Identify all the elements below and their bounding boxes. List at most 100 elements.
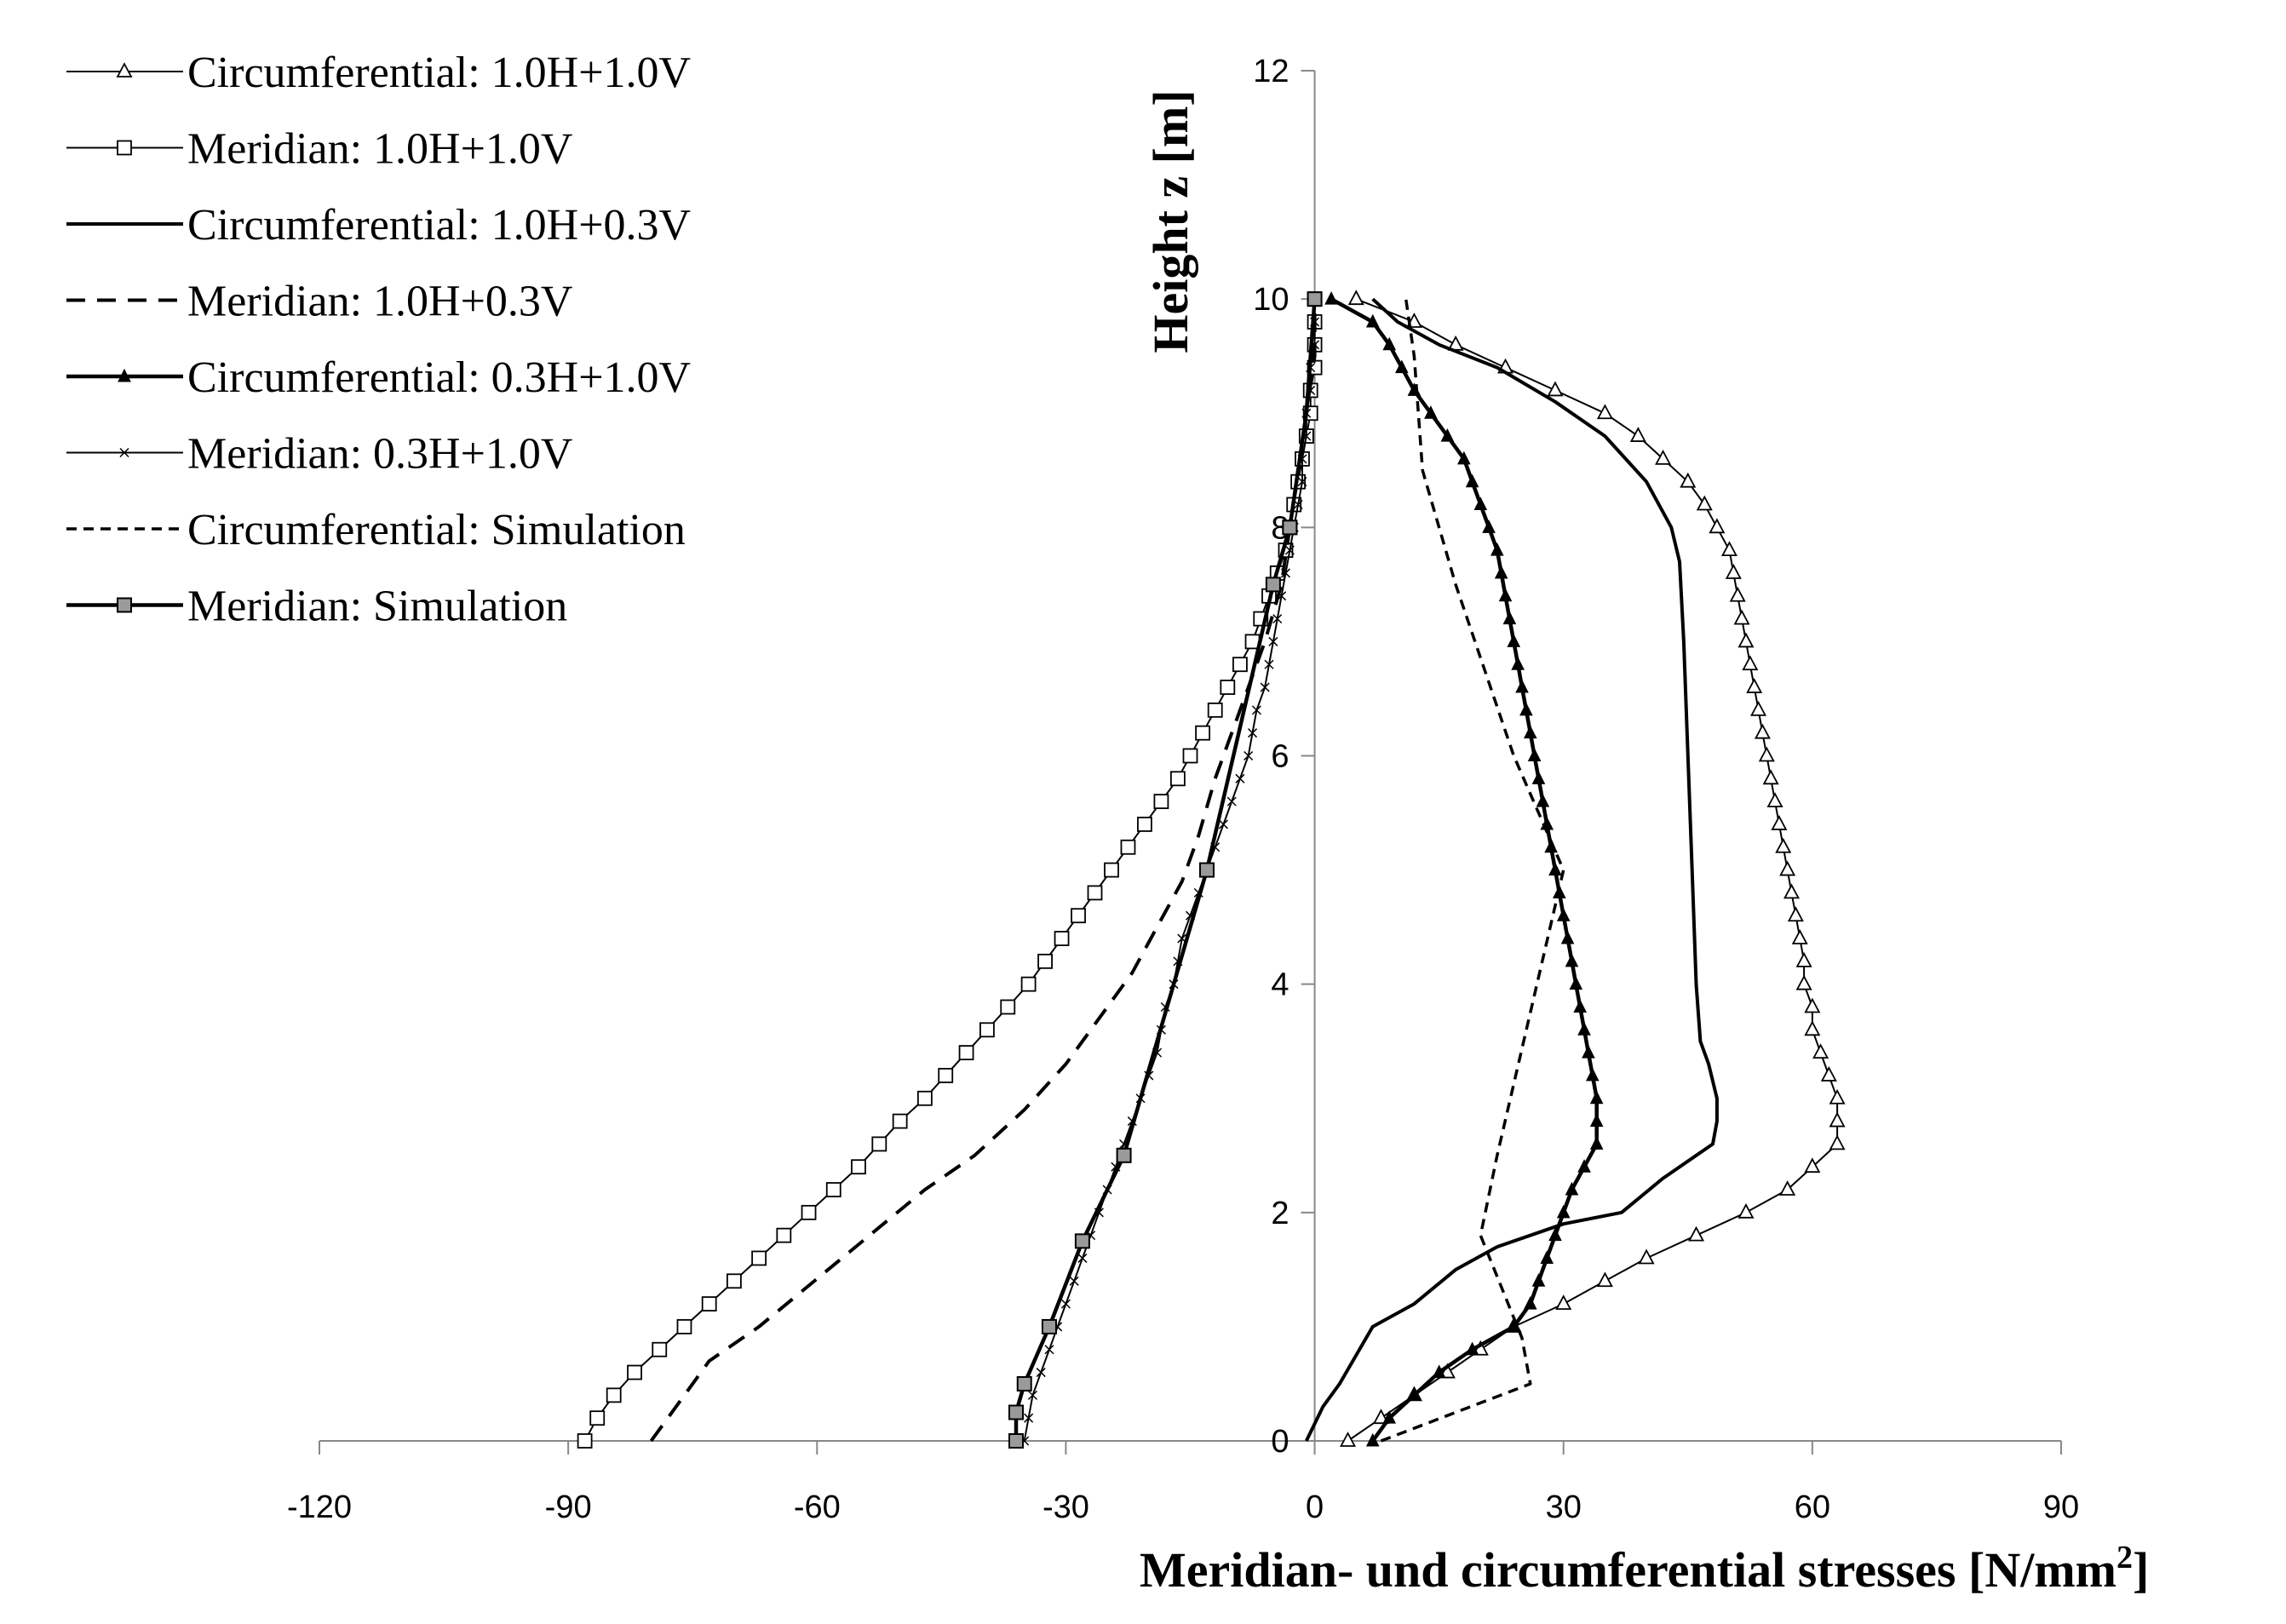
filled-triangle-marker — [1589, 1113, 1604, 1128]
triangle-marker — [1737, 1202, 1755, 1219]
filled-triangle-marker — [1365, 313, 1380, 328]
triangle-marker — [1596, 1271, 1613, 1288]
filled-triangle-marker — [1565, 953, 1579, 967]
gray-square-marker — [1008, 1404, 1024, 1420]
x-tick-label: -30 — [1042, 1489, 1089, 1525]
square-marker — [751, 1250, 767, 1266]
filled-triangle-marker — [1407, 1387, 1422, 1401]
gray-square-marker — [1041, 1318, 1057, 1334]
x-marker — [1260, 682, 1270, 692]
x-marker — [1027, 1390, 1038, 1400]
triangle-marker — [1750, 700, 1767, 716]
square-marker — [627, 1364, 642, 1380]
triangle-marker — [1733, 609, 1750, 625]
triangle-marker — [1347, 290, 1364, 306]
triangle-marker — [1737, 632, 1755, 648]
triangle-marker — [1795, 974, 1812, 990]
filled-triangle-marker — [1560, 930, 1575, 944]
y-tick-label: 0 — [1271, 1424, 1289, 1460]
series-line — [1305, 297, 1719, 1442]
x-marker — [1060, 1299, 1071, 1309]
square-marker — [1195, 725, 1211, 741]
square-marker — [1087, 885, 1103, 901]
filled-triangle-marker — [1523, 1295, 1537, 1310]
triangle-marker — [1696, 495, 1713, 511]
square-marker — [1020, 976, 1037, 992]
x-marker — [1251, 705, 1261, 715]
legend-label: Meridian: 1.0H+1.0V — [187, 125, 573, 174]
x-marker — [1272, 614, 1283, 624]
triangle-marker — [1804, 1157, 1821, 1174]
y-tick-label: 2 — [1271, 1196, 1289, 1231]
filled-triangle-marker — [1511, 657, 1525, 670]
filled-triangle-marker — [1573, 999, 1587, 1013]
filled-triangle-marker — [1589, 1090, 1604, 1105]
square-marker — [1207, 702, 1223, 718]
legend-label: Meridian: 0.3H+1.0V — [187, 430, 573, 479]
chart-legend: Circumferential: 1.0H+1.0V Meridian: 1.0H… — [66, 49, 691, 631]
triangle-marker — [1766, 792, 1783, 808]
filled-triangle-marker — [1519, 702, 1533, 716]
x-marker — [1264, 659, 1274, 669]
square-marker — [1000, 999, 1016, 1015]
legend-label: Meridian: Simulation — [187, 582, 567, 631]
filled-triangle-marker — [1457, 450, 1471, 465]
filled-triangle-marker — [1548, 862, 1562, 876]
square-marker — [979, 1022, 995, 1038]
x-marker — [1044, 1345, 1054, 1355]
series-line — [1380, 298, 1565, 1443]
filled-triangle-marker — [1482, 519, 1496, 533]
x-axis-title-end: ] — [2133, 1542, 2149, 1598]
x-tick-label: 30 — [1546, 1489, 1582, 1525]
y-axis-title: Height z [m] — [1143, 89, 1198, 353]
triangle-marker — [1742, 655, 1759, 671]
filled-triangle-marker — [1465, 1341, 1479, 1356]
triangle-marker — [1779, 1180, 1796, 1196]
legend-label: Circumferential: 1.0H+1.0V — [187, 49, 691, 97]
square-marker — [776, 1227, 792, 1243]
legend-item: Meridian: Simulation — [66, 582, 567, 631]
filled-triangle-marker — [1473, 496, 1488, 511]
triangle-marker — [1812, 1043, 1829, 1059]
x-marker — [1244, 750, 1254, 761]
x-marker — [1284, 545, 1295, 555]
x-marker — [1235, 773, 1245, 783]
triangle-marker — [1746, 678, 1763, 693]
triangle-marker — [1820, 1066, 1837, 1082]
filled-triangle-marker — [1589, 1136, 1604, 1150]
legend-label: Circumferential: 0.3H+1.0V — [187, 353, 691, 402]
square-marker — [1182, 748, 1198, 764]
x-tick-label: -120 — [287, 1489, 352, 1525]
filled-triangle-marker — [1324, 291, 1338, 305]
triangle-marker — [1372, 1409, 1389, 1425]
square-marker — [801, 1204, 817, 1220]
x-tick-label: 0 — [1306, 1489, 1324, 1525]
square-marker — [1232, 657, 1248, 673]
filled-triangle-marker — [1556, 1204, 1571, 1219]
filled-triangle-marker — [1577, 1159, 1591, 1173]
filled-triangle-marker — [1498, 588, 1513, 602]
filled-triangle-marker — [1490, 542, 1504, 556]
filled-triangle-marker — [1531, 1273, 1546, 1287]
square-marker — [676, 1319, 692, 1334]
square-marker — [892, 1113, 908, 1129]
x-marker — [1036, 1368, 1046, 1378]
series-4 — [649, 299, 1317, 1443]
gray-square-marker — [1016, 1375, 1032, 1392]
gray-square-marker — [1265, 577, 1281, 593]
triangle-marker — [1775, 837, 1792, 853]
square-marker — [606, 1387, 622, 1403]
square-marker — [1120, 839, 1136, 855]
series-6 — [1020, 294, 1320, 1446]
x-marker — [1069, 1276, 1079, 1286]
triangle-marker — [1688, 1225, 1705, 1242]
series-line — [1014, 299, 1317, 1441]
filled-triangle-marker — [1582, 1044, 1595, 1059]
filled-triangle-marker — [1527, 748, 1542, 761]
triangle-marker — [1555, 1294, 1572, 1310]
square-marker — [727, 1273, 742, 1289]
square-marker — [825, 1182, 841, 1197]
filled-triangle-marker — [1515, 679, 1529, 693]
triangle-marker — [1829, 1111, 1846, 1128]
triangle-marker — [1655, 449, 1672, 465]
